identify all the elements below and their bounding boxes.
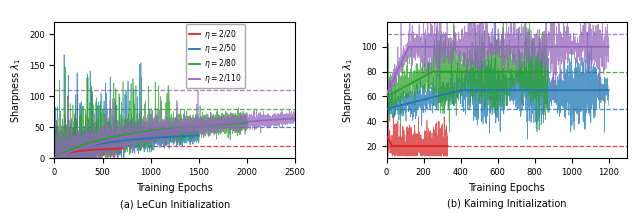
- Text: (b) Kaiming Initialization: (b) Kaiming Initialization: [447, 199, 566, 209]
- X-axis label: Training Epochs: Training Epochs: [468, 183, 545, 193]
- Legend: $\eta = 2/20$, $\eta = 2/50$, $\eta = 2/80$, $\eta = 2/110$: $\eta = 2/20$, $\eta = 2/50$, $\eta = 2/…: [186, 24, 245, 88]
- Text: (a) LeCun Initialization: (a) LeCun Initialization: [120, 199, 230, 209]
- Y-axis label: Sharpness $\lambda_1$: Sharpness $\lambda_1$: [342, 57, 355, 123]
- Y-axis label: Sharpness $\lambda_1$: Sharpness $\lambda_1$: [10, 57, 24, 123]
- X-axis label: Training Epochs: Training Epochs: [136, 183, 213, 193]
